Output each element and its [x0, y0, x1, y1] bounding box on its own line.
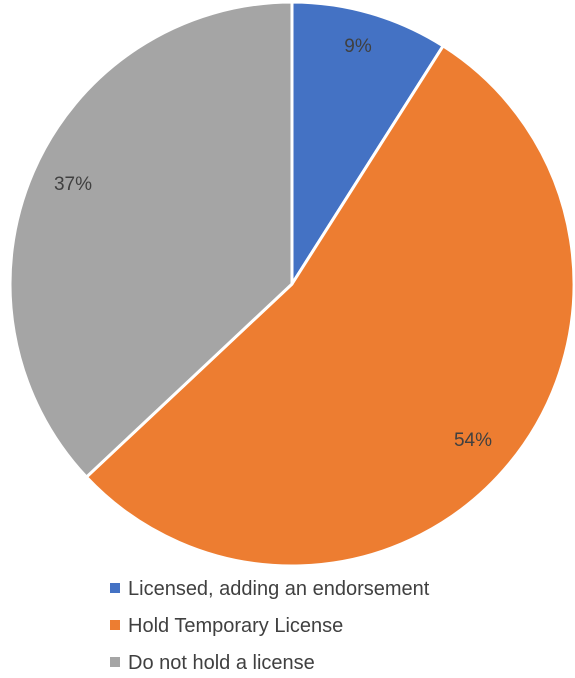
data-labels: 9% 54% 37%: [54, 36, 492, 451]
legend-label: Hold Temporary License: [128, 615, 343, 637]
legend-swatch: [110, 583, 120, 593]
pie-slice-do-not-hold-a-license: [8, 0, 294, 479]
legend-label: Do not hold a license: [128, 652, 315, 674]
legend-swatch: [110, 620, 120, 630]
data-label-hold-temporary-license: 54%: [454, 430, 492, 451]
data-label-licensed-adding-an-endorsement: 9%: [344, 36, 372, 57]
legend-item-do-not-hold-a-license: Do not hold a license: [110, 652, 315, 674]
pie-slice-licensed-adding-an-endorsement: [290, 0, 445, 286]
pie-slices: [8, 0, 575, 568]
pie-slice-hold-temporary-license: [84, 44, 575, 568]
data-label-do-not-hold-a-license: 37%: [54, 174, 92, 195]
legend-item-licensed-adding-an-endorsement: Licensed, adding an endorsement: [110, 578, 430, 600]
legend-label: Licensed, adding an endorsement: [128, 578, 430, 600]
legend-item-hold-temporary-license: Hold Temporary License: [110, 615, 343, 637]
legend-swatch: [110, 657, 120, 667]
legend: Licensed, adding an endorsement Hold Temp…: [110, 578, 430, 674]
